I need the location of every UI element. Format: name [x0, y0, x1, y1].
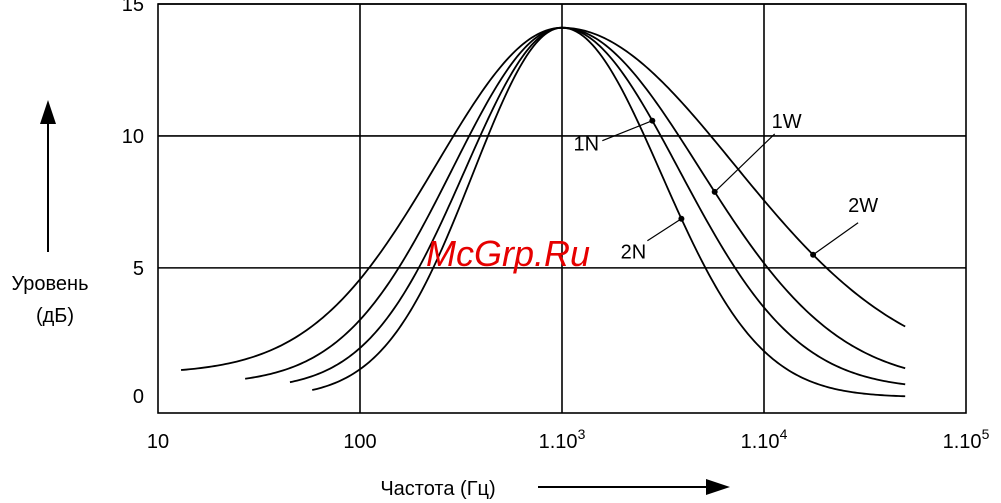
chart-series — [180, 26, 906, 398]
series-leader-1W — [714, 133, 776, 193]
y-tick-label: 5 — [133, 258, 144, 280]
chart-frame — [157, 3, 967, 414]
series-marker-2W — [810, 251, 817, 258]
x-tick-label: 1.104 — [741, 426, 788, 453]
x-tick-labels: 10 100 1.103 1.104 1.105 — [147, 426, 990, 453]
chart-grid — [158, 3, 966, 413]
plot-frame — [157, 3, 967, 414]
series-line-2N — [312, 26, 906, 398]
y-tick-labels: 0 5 10 15 — [122, 0, 144, 408]
y-axis-arrow-icon — [40, 100, 56, 252]
series-line-1N — [289, 26, 906, 386]
series-leader-1N — [602, 120, 653, 142]
series-line-2W — [180, 26, 906, 371]
y-tick-label: 10 — [122, 126, 144, 148]
series-leader-2W — [812, 222, 859, 256]
series-marker-1W — [711, 188, 718, 195]
series-line-1W — [245, 26, 906, 380]
x-axis-arrow-icon — [538, 479, 730, 495]
y-tick-label: 15 — [122, 0, 144, 16]
y-axis-label-line2: (дБ) — [36, 305, 74, 327]
x-tick-label: 1.103 — [539, 426, 586, 453]
series-label-2W: 2W — [848, 195, 878, 217]
series-label-2N: 2N — [621, 242, 647, 264]
x-axis-label: Частота (Гц) — [380, 478, 495, 500]
series-label-1N: 1N — [574, 134, 600, 156]
series-marker-1N — [649, 117, 656, 124]
series-label-1W: 1W — [772, 111, 802, 133]
watermark: McGrp.Ru — [426, 233, 590, 274]
series-leader-2N — [647, 218, 682, 242]
series-marker-2N — [678, 215, 685, 222]
series-labels: 2W 1W 1N 2N — [574, 111, 879, 264]
y-axis-label-line1: Уровень — [11, 273, 88, 295]
x-tick-label: 1.105 — [943, 426, 990, 453]
x-tick-label: 10 — [147, 431, 169, 453]
x-tick-label: 100 — [343, 431, 376, 453]
y-tick-label: 0 — [133, 386, 144, 408]
